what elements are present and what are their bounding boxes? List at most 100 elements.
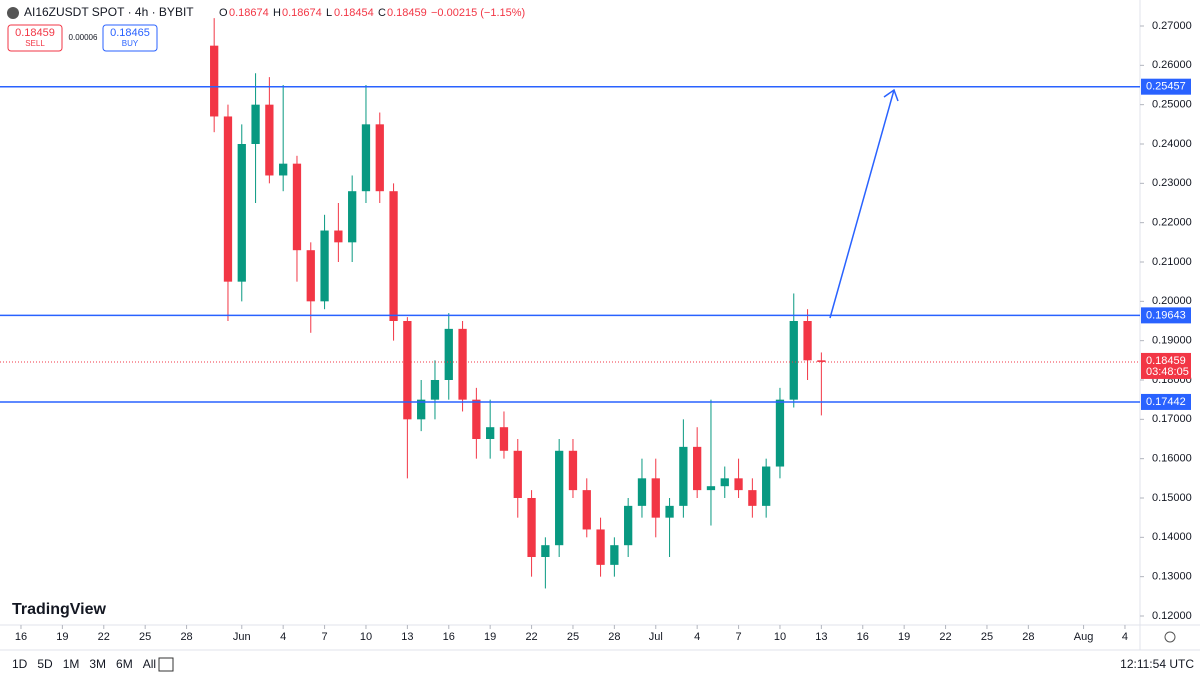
ohlc-value: 0.18459 xyxy=(387,7,427,19)
candle-body xyxy=(706,486,716,491)
y-tick-label: 0.27000 xyxy=(1152,20,1192,32)
y-tick-label: 0.24000 xyxy=(1152,138,1192,150)
candle-body xyxy=(306,250,315,302)
y-tick-label: 0.20000 xyxy=(1152,295,1192,307)
range-button[interactable]: 3M xyxy=(89,657,106,671)
y-tick-label: 0.25000 xyxy=(1152,99,1192,111)
candle-body xyxy=(651,478,660,518)
range-button[interactable]: All xyxy=(143,657,156,671)
x-tick-label: 19 xyxy=(898,631,910,643)
x-tick-label: 13 xyxy=(401,631,413,643)
x-tick-label: 16 xyxy=(443,631,455,643)
y-tick-label: 0.15000 xyxy=(1152,492,1192,504)
candle-body xyxy=(596,529,605,565)
candle-body xyxy=(210,45,219,117)
candle-body xyxy=(748,490,757,506)
symbol-icon xyxy=(7,7,19,19)
x-tick-label: 16 xyxy=(857,631,869,643)
y-tick-label: 0.17000 xyxy=(1152,413,1192,425)
ohlc-value: 0.18674 xyxy=(282,7,322,19)
x-tick-label: 10 xyxy=(774,631,786,643)
sell-button[interactable] xyxy=(7,24,63,52)
candle-body xyxy=(389,191,398,321)
ohlc-label: L xyxy=(326,7,332,19)
range-button[interactable]: 1D xyxy=(12,657,28,671)
candle-body xyxy=(624,505,633,546)
x-tick-label: 4 xyxy=(280,631,286,643)
candle-body xyxy=(720,478,729,487)
range-button[interactable]: 1M xyxy=(63,657,80,671)
candle-body xyxy=(637,478,647,506)
spread: 0.00006 xyxy=(69,33,98,42)
sell-price: 0.18459 xyxy=(15,27,55,39)
date-range-icon[interactable] xyxy=(158,657,174,672)
range-button[interactable]: 6M xyxy=(116,657,133,671)
x-tick-label: 10 xyxy=(360,631,372,643)
candle-body xyxy=(679,446,688,506)
price-tag-label: 0.19643 xyxy=(1146,309,1186,321)
x-tick-label: 22 xyxy=(98,631,110,643)
buy-price: 0.18465 xyxy=(110,27,150,39)
ohlc-value: 0.18454 xyxy=(334,7,374,19)
range-button[interactable]: 5D xyxy=(37,657,53,671)
x-tick-label: 19 xyxy=(56,631,68,643)
candle-body xyxy=(348,191,357,243)
candle-body xyxy=(527,497,536,557)
ohlc-change: −0.00215 (−1.15%) xyxy=(431,7,525,19)
candle-body xyxy=(568,450,578,491)
candle-body xyxy=(472,399,481,439)
y-tick-label: 0.19000 xyxy=(1152,335,1192,347)
y-tick-label: 0.23000 xyxy=(1152,177,1192,189)
last-price-tag xyxy=(1141,352,1191,379)
candle-body xyxy=(555,450,564,546)
buy-button[interactable] xyxy=(102,24,158,52)
price-tag xyxy=(1141,78,1191,95)
candle-body xyxy=(237,143,246,282)
arrow-annotation xyxy=(829,88,899,319)
ohlc-label: H xyxy=(273,7,281,19)
ohlc-label: C xyxy=(378,7,386,19)
x-tick-label: 4 xyxy=(1122,631,1128,643)
candle-body xyxy=(499,427,509,451)
candle-body xyxy=(417,399,426,420)
y-tick-label: 0.21000 xyxy=(1152,256,1192,268)
countdown: 03:48:05 xyxy=(1146,366,1189,378)
candle-body xyxy=(610,545,619,565)
price-tag-label: 0.17442 xyxy=(1146,396,1186,408)
candle-body xyxy=(403,320,412,420)
y-tick-label: 0.22000 xyxy=(1152,217,1192,229)
price-tag xyxy=(1141,307,1191,324)
x-tick-label: 28 xyxy=(608,631,620,643)
candle-body xyxy=(265,104,274,176)
candle-body xyxy=(486,427,495,439)
price-tag xyxy=(1141,393,1191,410)
x-tick-label: Jul xyxy=(649,631,663,643)
settings-icon[interactable] xyxy=(1164,631,1176,643)
sell-label: SELL xyxy=(25,39,45,48)
candle-body xyxy=(430,379,440,400)
candle-body xyxy=(693,446,702,491)
candle-body xyxy=(817,360,826,362)
y-tick-label: 0.13000 xyxy=(1152,571,1192,583)
candle-body xyxy=(458,328,467,400)
candle-body xyxy=(775,399,785,467)
candle-body xyxy=(279,163,288,176)
candle-body xyxy=(762,466,771,506)
x-tick-label: Jun xyxy=(233,631,251,643)
x-tick-label: 28 xyxy=(180,631,192,643)
candle-body xyxy=(223,116,233,282)
candle-body xyxy=(803,320,812,361)
x-tick-label: 25 xyxy=(139,631,151,643)
candle-body xyxy=(541,545,550,557)
x-tick-label: 7 xyxy=(736,631,742,643)
candle-body xyxy=(665,505,674,518)
y-tick-label: 0.16000 xyxy=(1152,453,1192,465)
x-tick-label: 4 xyxy=(694,631,700,643)
x-tick-label: 22 xyxy=(525,631,537,643)
candle-body xyxy=(334,230,343,243)
y-tick-label: 0.14000 xyxy=(1152,531,1192,543)
candle-body xyxy=(292,163,302,251)
last-price-label: 0.18459 xyxy=(1146,355,1186,367)
clock: 12:11:54 UTC xyxy=(1120,657,1194,671)
